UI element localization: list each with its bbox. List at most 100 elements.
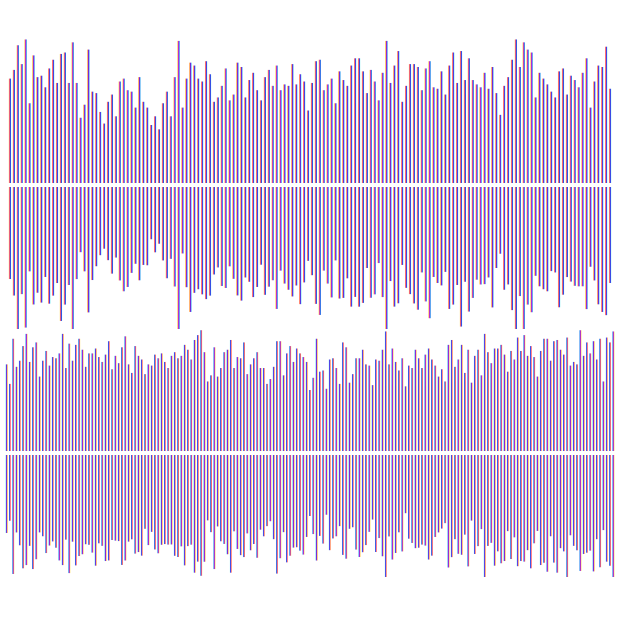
waveform-bar: [126, 90, 129, 183]
waveform-bar: [417, 358, 420, 451]
waveform-bar-mirror: [326, 187, 329, 284]
waveform-bar: [210, 375, 213, 451]
waveform-bar-mirror: [204, 187, 208, 300]
waveform-bar: [579, 330, 582, 451]
waveform-bar: [381, 72, 384, 183]
waveform-bar-mirror: [510, 187, 514, 311]
waveform-bar: [189, 62, 192, 183]
waveform-bar: [167, 368, 170, 451]
waveform-bar-mirror: [315, 455, 318, 561]
waveform-bar: [262, 368, 265, 451]
waveform-bar: [391, 348, 394, 451]
waveform-bar: [412, 64, 416, 183]
waveform-bar-mirror: [67, 187, 70, 285]
waveform-bar-mirror: [295, 187, 298, 286]
waveform-bar: [142, 101, 145, 183]
waveform-bar-mirror: [597, 187, 600, 305]
waveform-bar: [173, 77, 176, 183]
waveform-bar: [420, 90, 423, 183]
waveform-bar: [408, 64, 412, 183]
waveform-bar-mirror: [368, 455, 371, 532]
waveform-bar-mirror: [71, 187, 74, 329]
waveform-bar-mirror: [585, 187, 588, 310]
waveform-bar-mirror: [150, 187, 153, 240]
waveform-bar: [510, 350, 513, 451]
waveform-bar: [229, 339, 232, 451]
waveform-bar: [177, 358, 180, 451]
waveform-bar: [299, 353, 302, 451]
waveform-bar: [208, 74, 212, 183]
waveform-bar: [127, 364, 130, 451]
waveform-bar-mirror: [581, 187, 584, 287]
waveform-bar-mirror: [142, 187, 145, 265]
waveform-bar: [314, 61, 317, 184]
waveform-bar: [398, 370, 400, 451]
waveform-bar: [114, 355, 117, 451]
waveform-bar-mirror: [239, 455, 242, 556]
waveform-bar: [204, 61, 208, 184]
waveform-bar: [480, 375, 483, 451]
waveform-bar-mirror: [530, 455, 532, 569]
waveform-bar: [249, 364, 252, 451]
waveform-bar-mirror: [16, 187, 19, 329]
waveform-bar-mirror: [436, 187, 439, 283]
waveform-bar: [306, 110, 310, 183]
waveform-bar-mirror: [99, 187, 102, 256]
waveform-bar: [107, 341, 110, 451]
waveform-bar-mirror: [432, 187, 435, 277]
waveform-bar-mirror: [111, 455, 114, 541]
waveform-bar: [457, 359, 460, 451]
waveform-bar-mirror: [565, 187, 568, 278]
waveform-bar-mirror: [38, 455, 41, 533]
waveform-bar: [84, 366, 87, 451]
waveform-bar: [67, 82, 70, 183]
waveform-bar-mirror: [437, 455, 440, 533]
waveform-bar-mirror: [601, 187, 604, 312]
waveform-bar: [554, 97, 557, 183]
waveform-bar-mirror: [346, 187, 349, 279]
waveform-bar: [59, 53, 63, 184]
waveform-bar: [169, 116, 172, 183]
waveform-bar: [593, 81, 596, 183]
waveform-bar: [510, 59, 514, 183]
waveform-bar-mirror: [490, 455, 493, 543]
waveform-bar: [351, 374, 354, 451]
waveform-bar-mirror: [259, 187, 263, 265]
waveform-bar-mirror: [292, 455, 295, 548]
waveform-bar: [514, 39, 518, 184]
waveform-bar: [513, 359, 516, 451]
waveform-bar-mirror: [361, 187, 365, 303]
waveform-bar-mirror: [539, 455, 542, 566]
waveform-bar-mirror: [146, 187, 149, 266]
waveform-bar-mirror: [586, 455, 588, 553]
waveform-bar-mirror: [190, 455, 193, 545]
waveform-bar: [516, 337, 519, 451]
waveform-bar: [315, 338, 318, 451]
waveform-bar: [310, 82, 314, 183]
waveform-bar-mirror: [428, 187, 431, 319]
waveform-bar: [144, 374, 147, 451]
waveform-bar: [450, 339, 453, 451]
waveform-bar: [252, 72, 255, 183]
waveform-bar: [248, 80, 251, 183]
waveform-bar: [414, 349, 417, 451]
waveform-bar-mirror: [289, 455, 292, 556]
waveform-bar-mirror: [416, 187, 419, 310]
waveform-bar: [183, 344, 186, 451]
waveform-bar: [605, 337, 608, 451]
waveform-bar: [416, 67, 419, 183]
waveform-bar-mirror: [342, 187, 345, 298]
waveform-bar: [444, 94, 447, 183]
waveform-bar-mirror: [561, 187, 565, 295]
waveform-bar-mirror: [378, 455, 381, 539]
waveform-bar-mirror: [365, 187, 368, 268]
waveform-bar: [495, 93, 498, 183]
waveform-bar-mirror: [35, 455, 38, 560]
waveform-bar: [173, 352, 176, 451]
waveform-bar: [328, 359, 331, 451]
waveform-bar-mirror: [5, 455, 8, 533]
waveform-bar: [111, 369, 114, 451]
waveform-bar-mirror: [287, 187, 290, 290]
waveform-bar: [490, 363, 493, 451]
waveform-bar: [518, 67, 521, 183]
